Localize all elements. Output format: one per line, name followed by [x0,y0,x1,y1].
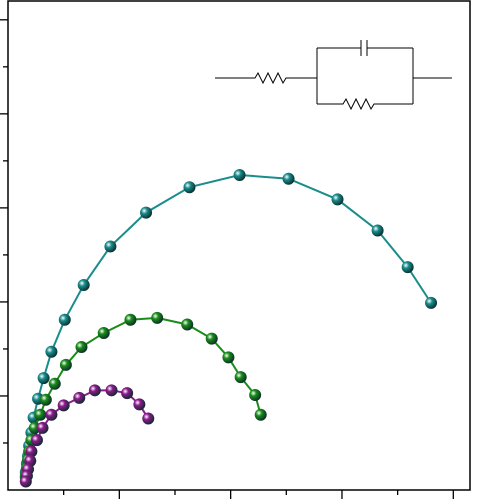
data-point [88,384,101,397]
data-point [124,313,137,326]
data-point [57,399,70,412]
series-line [24,316,262,477]
data-point [59,358,72,371]
resistor [215,71,317,85]
data-point [222,351,235,364]
data-point [140,206,153,219]
data-point [133,398,146,411]
data-point [371,224,384,237]
data-point [45,345,58,358]
resistor [317,97,413,111]
data-point [97,326,110,339]
data-point [282,172,295,185]
data-point [249,389,262,402]
plot-frame [7,0,471,491]
data-point [401,261,414,274]
data-point [34,408,47,421]
data-point [19,475,32,488]
data-point [331,193,344,206]
data-point [73,391,86,404]
data-point [205,332,218,345]
data-point [142,412,155,425]
circuit-diagram [215,40,452,111]
data-point [39,393,52,406]
data-point [25,445,38,458]
data-point [105,384,118,397]
data-point [77,278,90,291]
series-line [24,173,432,478]
data-point [104,240,117,253]
data-point [121,387,134,400]
data-point [425,296,438,309]
data-point [75,341,88,354]
data-point [181,318,194,331]
data-point [151,311,164,324]
data-point [233,168,246,181]
data-point [58,313,71,326]
data-point [36,421,49,434]
data-point [234,371,247,384]
capacitor [316,40,414,104]
data-point [30,434,43,447]
data-point [183,181,196,194]
data-point [48,377,61,390]
data-point [37,372,50,385]
data-point [254,408,267,421]
data-point [45,408,58,421]
